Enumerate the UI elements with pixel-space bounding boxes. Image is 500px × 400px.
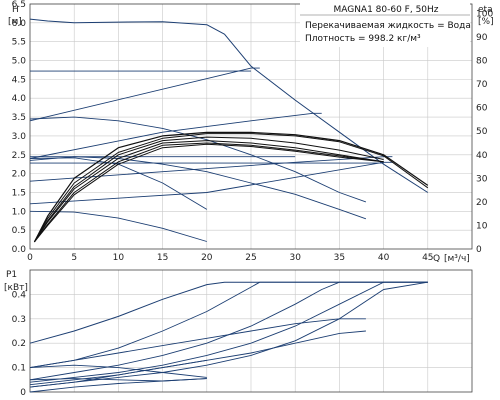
curve-p1-d — [29, 281, 428, 388]
curve-p1-b — [29, 281, 428, 381]
eta-tick-50: 50 — [476, 127, 488, 137]
flow-tick-10: 10 — [113, 253, 125, 263]
head-tick-1.0: 1.0 — [12, 207, 27, 217]
head-tick-0.0: 0.0 — [12, 245, 27, 255]
power-axis-unit: [кВт] — [4, 283, 28, 293]
curve-head-prop-mid — [29, 112, 322, 159]
head-axis-title: H — [12, 5, 19, 15]
eta-tick-40: 40 — [476, 151, 488, 161]
head-tick-1.5: 1.5 — [12, 188, 26, 198]
flow-tick-20: 20 — [201, 253, 213, 263]
flow-tick-25: 25 — [245, 253, 256, 263]
eta-tick-0: 0 — [476, 245, 482, 255]
flow-axis-unit: [м³/ч] — [444, 254, 470, 264]
eta-axis-title: eta — [478, 5, 493, 15]
head-plot-frame — [29, 3, 473, 250]
head-tick-3.5: 3.5 — [12, 113, 26, 123]
head-tick-0.5: 0.5 — [12, 226, 26, 236]
flow-tick-45: 45 — [422, 253, 433, 263]
power-panel: 0 0.1 0.2 0.3 0.4 P1 [кВт] — [4, 269, 473, 398]
flow-tick-0: 0 — [27, 253, 33, 263]
power-tick-0.2: 0.2 — [12, 339, 26, 349]
eta-tick-10: 10 — [476, 221, 488, 231]
curve-eta-1 — [33, 131, 429, 243]
head-tick-5.5: 5.5 — [12, 38, 26, 48]
flow-tick-5: 5 — [71, 253, 77, 263]
eta-tick-100: 100 — [476, 9, 493, 19]
curve-head-prop-high — [29, 67, 260, 122]
power-tick-0.4: 0.4 — [12, 290, 27, 300]
eta-tick-80: 80 — [476, 57, 488, 67]
curve-head-prop-low — [29, 156, 393, 182]
head-tick-4.5: 4.5 — [12, 75, 26, 85]
head-tick-6.5: 6.5 — [12, 0, 26, 10]
eta-axis-unit: [%] — [478, 17, 494, 27]
eta-tick-70: 70 — [476, 80, 488, 90]
flow-axis-title: Q — [433, 254, 440, 264]
density-label: Плотность = 998.2 кг/м³ — [305, 34, 421, 44]
power-y-ticks: 0 0.1 0.2 0.3 0.4 — [12, 290, 27, 398]
flow-tick-15: 15 — [157, 253, 168, 263]
curve-eta-5 — [34, 142, 384, 243]
curve-head-max — [29, 18, 429, 193]
eta-tick-30: 30 — [476, 174, 488, 184]
head-tick-2.5: 2.5 — [12, 151, 26, 161]
curve-p1-i — [29, 364, 207, 378]
power-tick-0.3: 0.3 — [12, 315, 26, 325]
curve-p1-a — [29, 281, 428, 369]
power-tick-0: 0 — [20, 388, 26, 398]
head-y-ticks: 0.0 0.5 1.0 1.5 2.0 2.5 3.0 3.5 4.0 4.5 5.0 5.5 6.0 6… — [12, 0, 27, 255]
power-tick-0.1: 0.1 — [12, 364, 26, 374]
curve-p1-g — [29, 359, 207, 388]
flow-tick-35: 35 — [334, 253, 345, 263]
eta-tick-20: 20 — [476, 198, 488, 208]
curve-eta-4 — [33, 140, 384, 243]
curve-eta-3 — [33, 136, 384, 243]
head-tick-4.0: 4.0 — [12, 94, 27, 104]
flow-x-ticks: 0 5 10 15 20 25 30 35 40 45 — [27, 253, 433, 263]
curve-head-fixed-2 — [29, 156, 367, 220]
curve-eta-2 — [33, 133, 429, 243]
flow-tick-40: 40 — [378, 253, 390, 263]
head-axis-unit: [м] — [8, 17, 22, 27]
head-tick-3.0: 3.0 — [12, 132, 27, 142]
power-plot-frame — [29, 269, 473, 393]
eta-y-ticks: 0 10 20 30 40 50 60 70 80 90 100 — [476, 9, 493, 255]
curve-p1-max — [29, 281, 428, 344]
info-box-background — [300, 3, 470, 47]
flow-tick-30: 30 — [289, 253, 301, 263]
curve-head-const-low — [29, 161, 393, 205]
power-axis-title: P1 — [6, 270, 17, 280]
model-label: MAGNA1 80-60 F, 50Hz — [333, 5, 438, 15]
eta-tick-90: 90 — [476, 33, 488, 43]
curve-p1-e — [29, 318, 366, 369]
curve-p1-c — [29, 281, 428, 383]
head-series-group — [29, 18, 429, 243]
head-efficiency-panel: 0.0 0.5 1.0 1.5 2.0 2.5 3.0 3.5 4.0 4.5 5.0 5.5 6.0 6… — [8, 0, 494, 264]
eta-tick-60: 60 — [476, 104, 488, 114]
liquid-label: Перекачиваемая жидкость = Вода — [305, 21, 471, 31]
head-tick-5.0: 5.0 — [12, 57, 27, 67]
curve-eta-6 — [34, 143, 384, 243]
info-box: MAGNA1 80-60 F, 50Hz Перекачиваемая жидк… — [300, 3, 471, 47]
curve-p1-j — [29, 378, 207, 382]
power-series-group — [29, 281, 428, 393]
head-tick-2.0: 2.0 — [12, 170, 27, 180]
head-tick-6.0: 6.0 — [12, 19, 27, 29]
curve-head-fixed-1 — [29, 116, 367, 203]
